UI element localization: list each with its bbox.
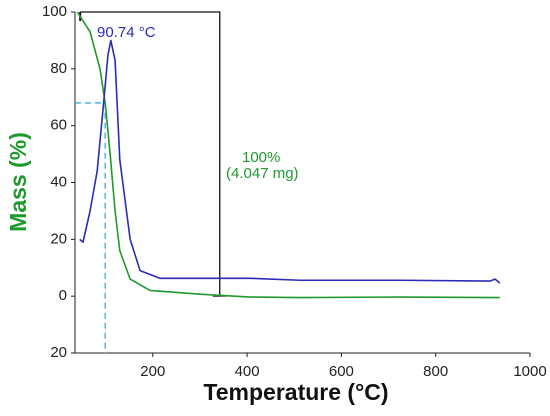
x-tick-label: 400 [235,363,260,380]
bracket [80,11,221,297]
y-tick-label: 20 [50,230,67,247]
y-tick-label: 20 [50,344,67,361]
y-tick-label: 40 [50,173,67,190]
x-tick-label: 1000 [513,363,546,380]
y-tick-label: 0 [59,287,67,304]
y-tick-label: 100 [42,3,67,20]
x-tick-label: 200 [140,363,165,380]
series-line [76,11,500,299]
x-tick-label: 600 [329,363,354,380]
y-axis-title: Mass (%) [5,132,31,232]
y-tick-label: 60 [50,117,67,134]
x-tick-label: 800 [423,363,448,380]
mass-annotation: 100% [242,149,280,166]
x-axis-title: Temperature (°C) [203,379,388,405]
series-line [79,39,501,284]
mass-annotation: (4.047 mg) [226,165,299,182]
y-tick-label: 80 [50,60,67,77]
peak-annotation: 90.74 °C [97,24,156,41]
